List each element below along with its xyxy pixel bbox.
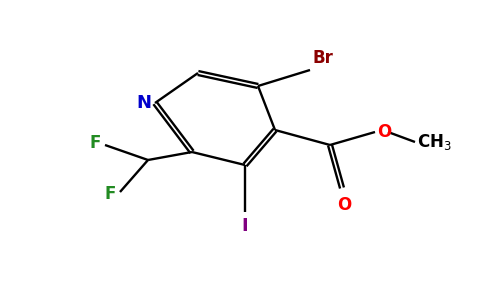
Text: F: F — [90, 134, 101, 152]
Text: N: N — [136, 94, 151, 112]
Text: F: F — [105, 185, 116, 203]
Text: I: I — [242, 217, 248, 235]
Text: O: O — [337, 196, 351, 214]
Text: CH$_3$: CH$_3$ — [417, 132, 452, 152]
Text: O: O — [377, 123, 391, 141]
Text: Br: Br — [313, 49, 334, 67]
